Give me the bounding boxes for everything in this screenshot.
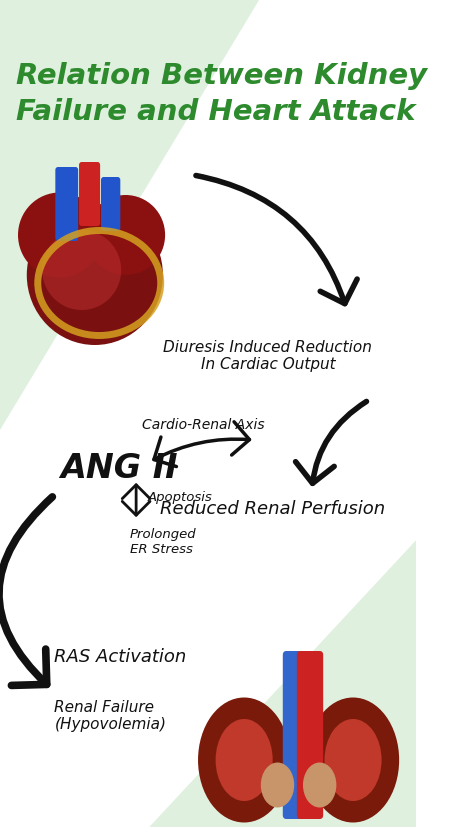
Text: Prolonged
ER Stress: Prolonged ER Stress [130, 528, 197, 556]
FancyArrowPatch shape [196, 175, 357, 304]
FancyArrowPatch shape [296, 401, 366, 483]
FancyBboxPatch shape [283, 651, 314, 819]
Text: Reduced Renal Perfusion: Reduced Renal Perfusion [160, 500, 385, 518]
Ellipse shape [307, 697, 399, 823]
Text: Relation Between Kidney: Relation Between Kidney [16, 62, 427, 90]
Text: Cardio-Renal Axis: Cardio-Renal Axis [142, 418, 265, 432]
Ellipse shape [198, 697, 290, 823]
FancyBboxPatch shape [79, 162, 100, 226]
Ellipse shape [216, 719, 273, 801]
Polygon shape [149, 540, 416, 827]
FancyArrowPatch shape [122, 485, 150, 515]
FancyBboxPatch shape [101, 177, 120, 231]
Text: Diuresis Induced Reduction
In Cardiac Output: Diuresis Induced Reduction In Cardiac Ou… [164, 340, 372, 372]
FancyArrowPatch shape [0, 497, 53, 686]
FancyArrowPatch shape [154, 422, 249, 466]
Ellipse shape [261, 762, 294, 807]
Ellipse shape [325, 719, 382, 801]
Ellipse shape [42, 230, 121, 310]
Ellipse shape [27, 205, 163, 345]
FancyBboxPatch shape [297, 651, 323, 819]
FancyBboxPatch shape [55, 167, 78, 241]
Text: ANG II: ANG II [60, 452, 177, 485]
Text: Renal Failure
(Hypovolemia): Renal Failure (Hypovolemia) [55, 700, 166, 733]
Ellipse shape [86, 195, 165, 275]
Ellipse shape [18, 193, 101, 278]
Text: Apoptosis: Apoptosis [147, 491, 212, 504]
Polygon shape [0, 0, 259, 430]
Text: RAS Activation: RAS Activation [55, 648, 187, 666]
Text: Failure and Heart Attack: Failure and Heart Attack [16, 98, 415, 126]
Ellipse shape [303, 762, 337, 807]
